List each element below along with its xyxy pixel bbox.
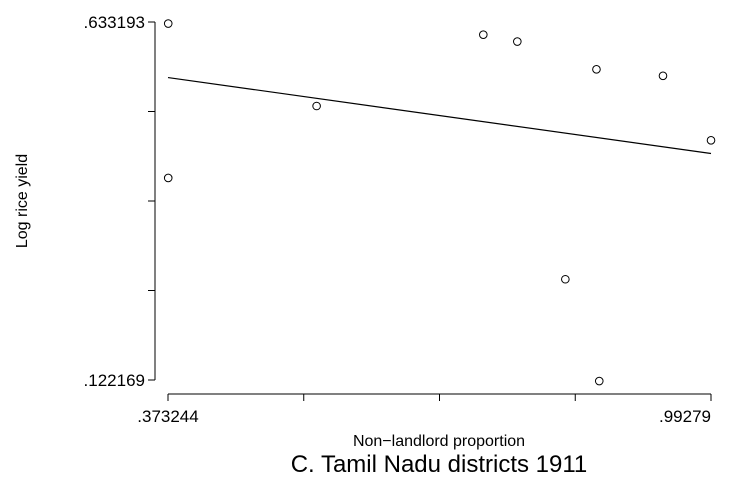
chart-title: C. Tamil Nadu districts 1911 xyxy=(291,451,588,478)
data-point-7 xyxy=(592,65,601,74)
data-point-8 xyxy=(594,376,604,386)
data-point-1 xyxy=(163,19,173,28)
data-point-9 xyxy=(658,71,668,81)
fit-line xyxy=(167,76,712,155)
y-tick-labels: .633193 .122169 xyxy=(84,13,145,390)
y-ticks xyxy=(148,21,155,381)
data-point-6 xyxy=(561,274,570,284)
axes xyxy=(154,22,711,395)
y-tick-label-min: .122169 xyxy=(84,371,145,390)
data-point-10 xyxy=(706,136,716,145)
x-ticks xyxy=(167,394,712,401)
x-axis-label: Non−landlord proportion xyxy=(353,433,525,450)
data-points xyxy=(163,19,716,386)
data-point-4 xyxy=(479,30,488,39)
y-tick-label-max: .633193 xyxy=(84,13,145,32)
data-point-3 xyxy=(312,101,321,111)
data-point-2 xyxy=(163,173,173,183)
x-tick-label-min: .373244 xyxy=(137,407,198,426)
x-tick-label-max: .99279 xyxy=(659,407,711,426)
y-axis-label: Log rice yield xyxy=(14,154,31,248)
x-tick-labels: .373244 .99279 xyxy=(137,407,711,426)
data-point-5 xyxy=(513,37,522,46)
